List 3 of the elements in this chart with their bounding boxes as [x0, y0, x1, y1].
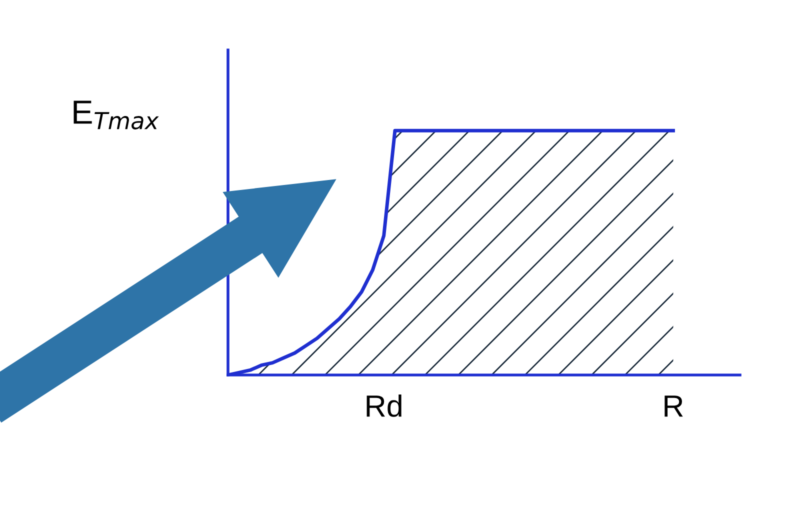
- x-tick-label: R: [664, 396, 683, 417]
- x-tick-label: Rd: [366, 394, 402, 417]
- y-axis-title: E$_{Tmax}$: [74, 100, 159, 130]
